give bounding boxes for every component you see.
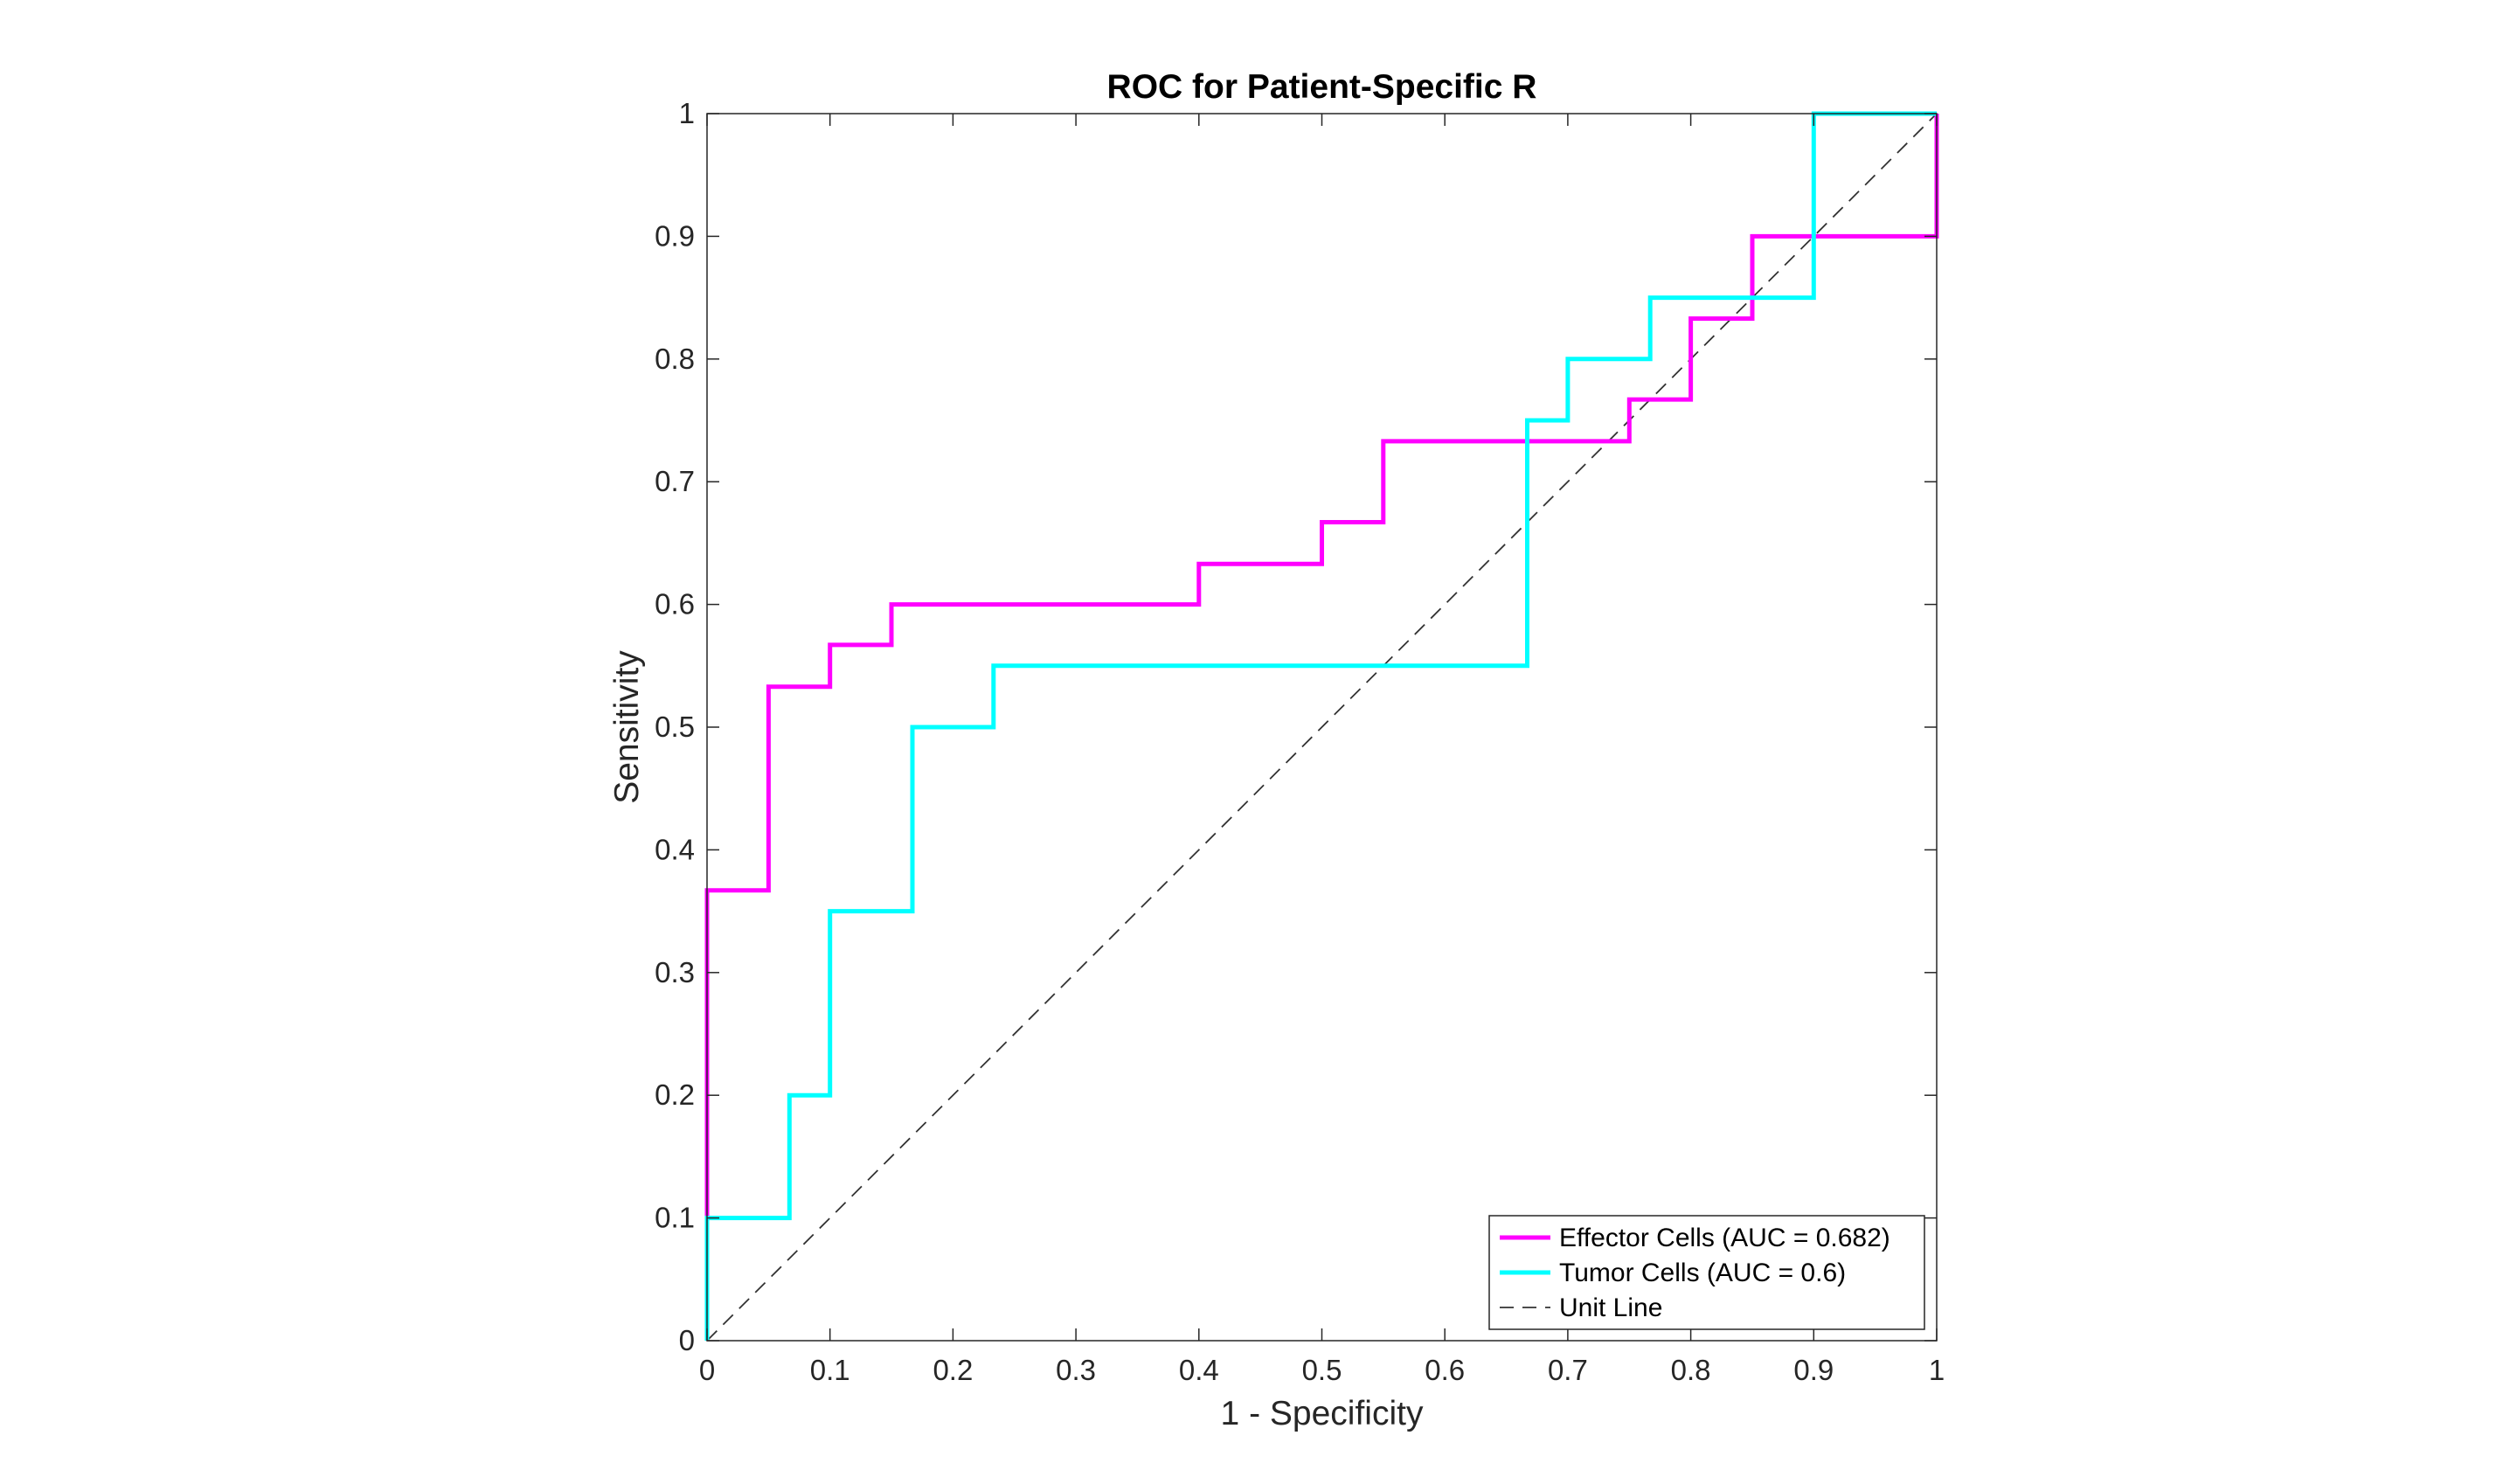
y-tick-labels: 0 0.1 0.2 0.3 0.4 0.5 0.6 0.7 0.8 0.9 1 bbox=[655, 97, 695, 1356]
y-tick-label-2: 0.2 bbox=[655, 1078, 695, 1111]
y-tick-label-7: 0.7 bbox=[655, 465, 695, 497]
x-tick-label-0: 0 bbox=[699, 1354, 715, 1386]
x-tick-label-4: 0.4 bbox=[1179, 1354, 1219, 1386]
x-tick-label-9: 0.9 bbox=[1793, 1354, 1834, 1386]
x-tick-label-8: 0.8 bbox=[1671, 1354, 1711, 1386]
legend-label-1: Effector Cells (AUC = 0.682) bbox=[1559, 1224, 1890, 1252]
x-tick-label-1: 0.1 bbox=[810, 1354, 850, 1386]
series-line-2 bbox=[704, 111, 1937, 1341]
x-tick-label-3: 0.3 bbox=[1056, 1354, 1096, 1386]
y-tick-label-0: 0 bbox=[679, 1324, 695, 1356]
x-tick-label-6: 0.6 bbox=[1425, 1354, 1465, 1386]
legend-entries: Effector Cells (AUC = 0.682) Tumor Cells … bbox=[1500, 1224, 1890, 1322]
x-tick-label-7: 0.7 bbox=[1548, 1354, 1588, 1386]
x-tick-label-10: 1 bbox=[1929, 1354, 1945, 1386]
legend: Effector Cells (AUC = 0.682) Tumor Cells … bbox=[1488, 1215, 1925, 1330]
y-tick-label-4: 0.4 bbox=[655, 833, 695, 865]
y-axis-title: Sensitivity bbox=[608, 650, 646, 804]
x-tick-label-5: 0.5 bbox=[1302, 1354, 1342, 1386]
legend-label-2: Tumor Cells (AUC = 0.6) bbox=[1559, 1259, 1846, 1287]
y-tick-label-10: 1 bbox=[679, 97, 695, 129]
chart-title: ROC for Patient-Specific R bbox=[1107, 68, 1537, 106]
y-tick-label-8: 0.8 bbox=[655, 343, 695, 375]
y-tick-label-6: 0.6 bbox=[655, 588, 695, 621]
x-tick-label-2: 0.2 bbox=[933, 1354, 973, 1386]
x-tick-labels: 0 0.1 0.2 0.3 0.4 0.5 0.6 0.7 0.8 0.9 1 bbox=[699, 1354, 1945, 1386]
series-line-1 bbox=[704, 114, 1939, 1341]
x-axis-title: 1 - Specificity bbox=[1221, 1395, 1424, 1432]
ticks-layer bbox=[706, 113, 1938, 1342]
series-layer bbox=[704, 111, 1939, 1342]
y-tick-label-1: 0.1 bbox=[655, 1202, 695, 1234]
y-tick-label-5: 0.5 bbox=[655, 711, 695, 743]
legend-box bbox=[1488, 1215, 1925, 1330]
y-tick-label-9: 0.9 bbox=[655, 219, 695, 252]
legend-label-3: Unit Line bbox=[1559, 1293, 1662, 1322]
y-tick-label-3: 0.3 bbox=[655, 956, 695, 988]
series-line-3 bbox=[706, 113, 1938, 1342]
